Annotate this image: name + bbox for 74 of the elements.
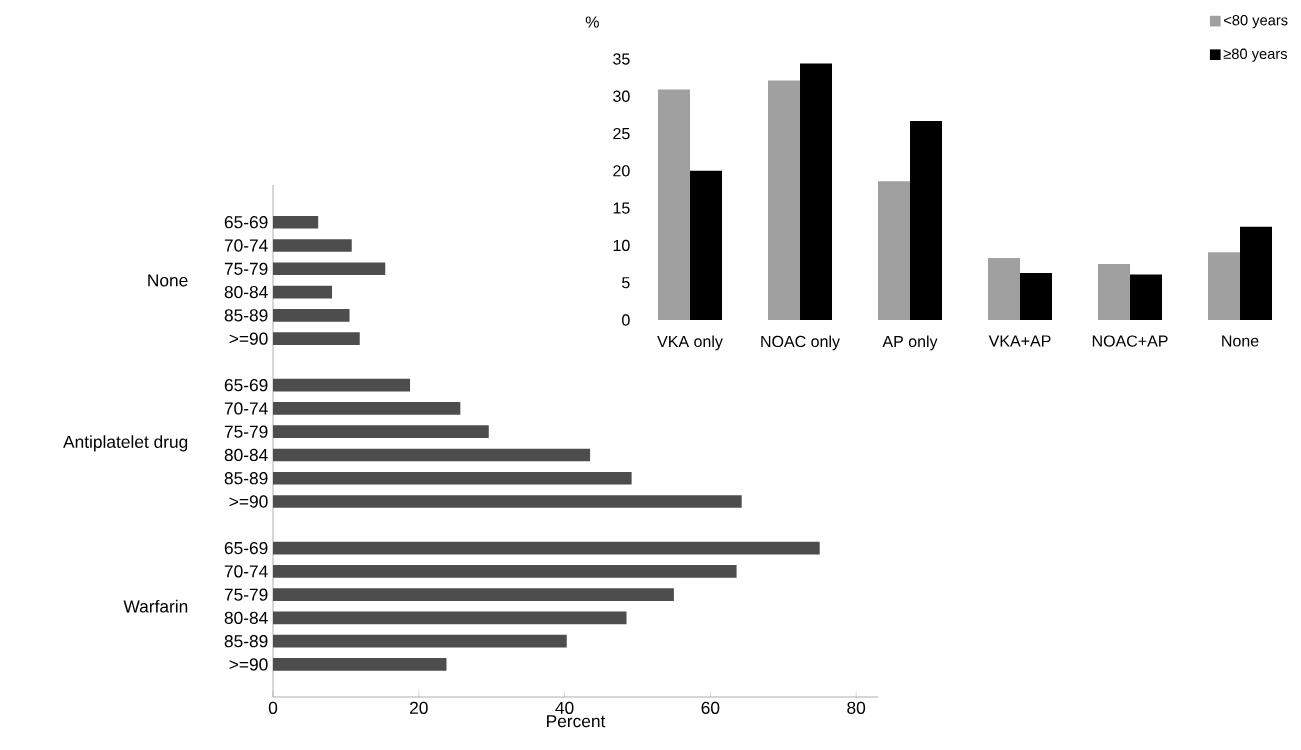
bar [910, 120, 943, 320]
bar [1208, 252, 1241, 320]
x-tick-label: 40 [555, 701, 574, 714]
bar [273, 634, 567, 648]
x-tick-label: 0 [268, 701, 278, 714]
x-tick-label: AP only [882, 335, 938, 351]
bar [768, 80, 801, 320]
bar [273, 541, 820, 555]
y-tick-label: 75-79 [224, 588, 268, 601]
bar [658, 89, 691, 320]
bar [1130, 274, 1163, 320]
legend-label: <80 years [1223, 15, 1288, 29]
bar [273, 239, 352, 252]
x-tick-label: 20 [410, 701, 428, 714]
x-tick-label: None [1222, 335, 1259, 347]
y-tick-label: 75-79 [224, 262, 268, 275]
y-tick-label: 65-69 [224, 541, 268, 555]
bar [273, 215, 319, 229]
y-tick-label: 10 [613, 239, 630, 252]
text: Antiplatelet drug [63, 435, 188, 452]
legend-label: ≥80 years [1223, 48, 1288, 62]
y-tick-label: >=90 [229, 495, 268, 508]
bar [273, 378, 411, 392]
y-tick-label: 35 [613, 53, 630, 65]
y-tick-label: 0 [622, 314, 630, 326]
bar [273, 565, 737, 578]
bar [988, 258, 1021, 320]
x-tick-label: 80 [847, 701, 866, 714]
y-tick-label: 70-74 [224, 402, 268, 415]
bar [273, 448, 591, 462]
text: None [148, 274, 188, 287]
bar [273, 588, 674, 601]
bar [1020, 273, 1053, 320]
x-tick-label: NOAC+AP [1092, 335, 1168, 347]
y-tick-label: 25 [613, 127, 630, 140]
y-tick-label: 5 [622, 277, 630, 289]
y-tick-label: 85-89 [224, 635, 268, 648]
y-tick-label: 80-84 [224, 611, 268, 625]
y-tick-label: 85-89 [224, 309, 268, 322]
bar [1098, 264, 1131, 320]
x-tick-label: NOAC only [761, 335, 840, 351]
x-tick-label: VKA only [657, 335, 723, 351]
bar [273, 332, 360, 345]
bar [273, 495, 742, 508]
y-tick-label: >=90 [229, 658, 268, 671]
bar [273, 285, 333, 299]
bar [273, 611, 627, 625]
bar [690, 170, 723, 320]
text: Warfarin [123, 599, 188, 613]
y-tick-label: 20 [613, 165, 630, 177]
y-tick-label: 65-69 [224, 379, 268, 392]
y-tick-label: 65-69 [224, 216, 268, 229]
y-tick-label: 15 [613, 202, 630, 214]
y-tick-label: 80-84 [224, 448, 268, 462]
y-tick-label: 85-89 [224, 472, 268, 485]
y-tick-label: 80-84 [224, 285, 268, 299]
x-tick-label: 60 [701, 701, 720, 714]
y-tick-label: 70-74 [224, 239, 268, 252]
bar [273, 402, 461, 415]
bar [878, 181, 911, 320]
bar [1240, 226, 1273, 320]
y-tick-label: >=90 [229, 332, 268, 345]
y-tick-label: 30 [613, 90, 630, 102]
y-axis-title: % [585, 16, 599, 28]
x-axis-title: Percent [547, 715, 606, 728]
bar [273, 309, 350, 322]
x-tick-label: VKA+AP [988, 335, 1051, 347]
bar [273, 262, 386, 276]
bar [273, 425, 489, 439]
bar [800, 63, 833, 320]
bar [273, 471, 632, 485]
y-tick-label: 75-79 [224, 425, 268, 438]
bar [273, 658, 447, 671]
y-tick-label: 70-74 [224, 565, 268, 578]
